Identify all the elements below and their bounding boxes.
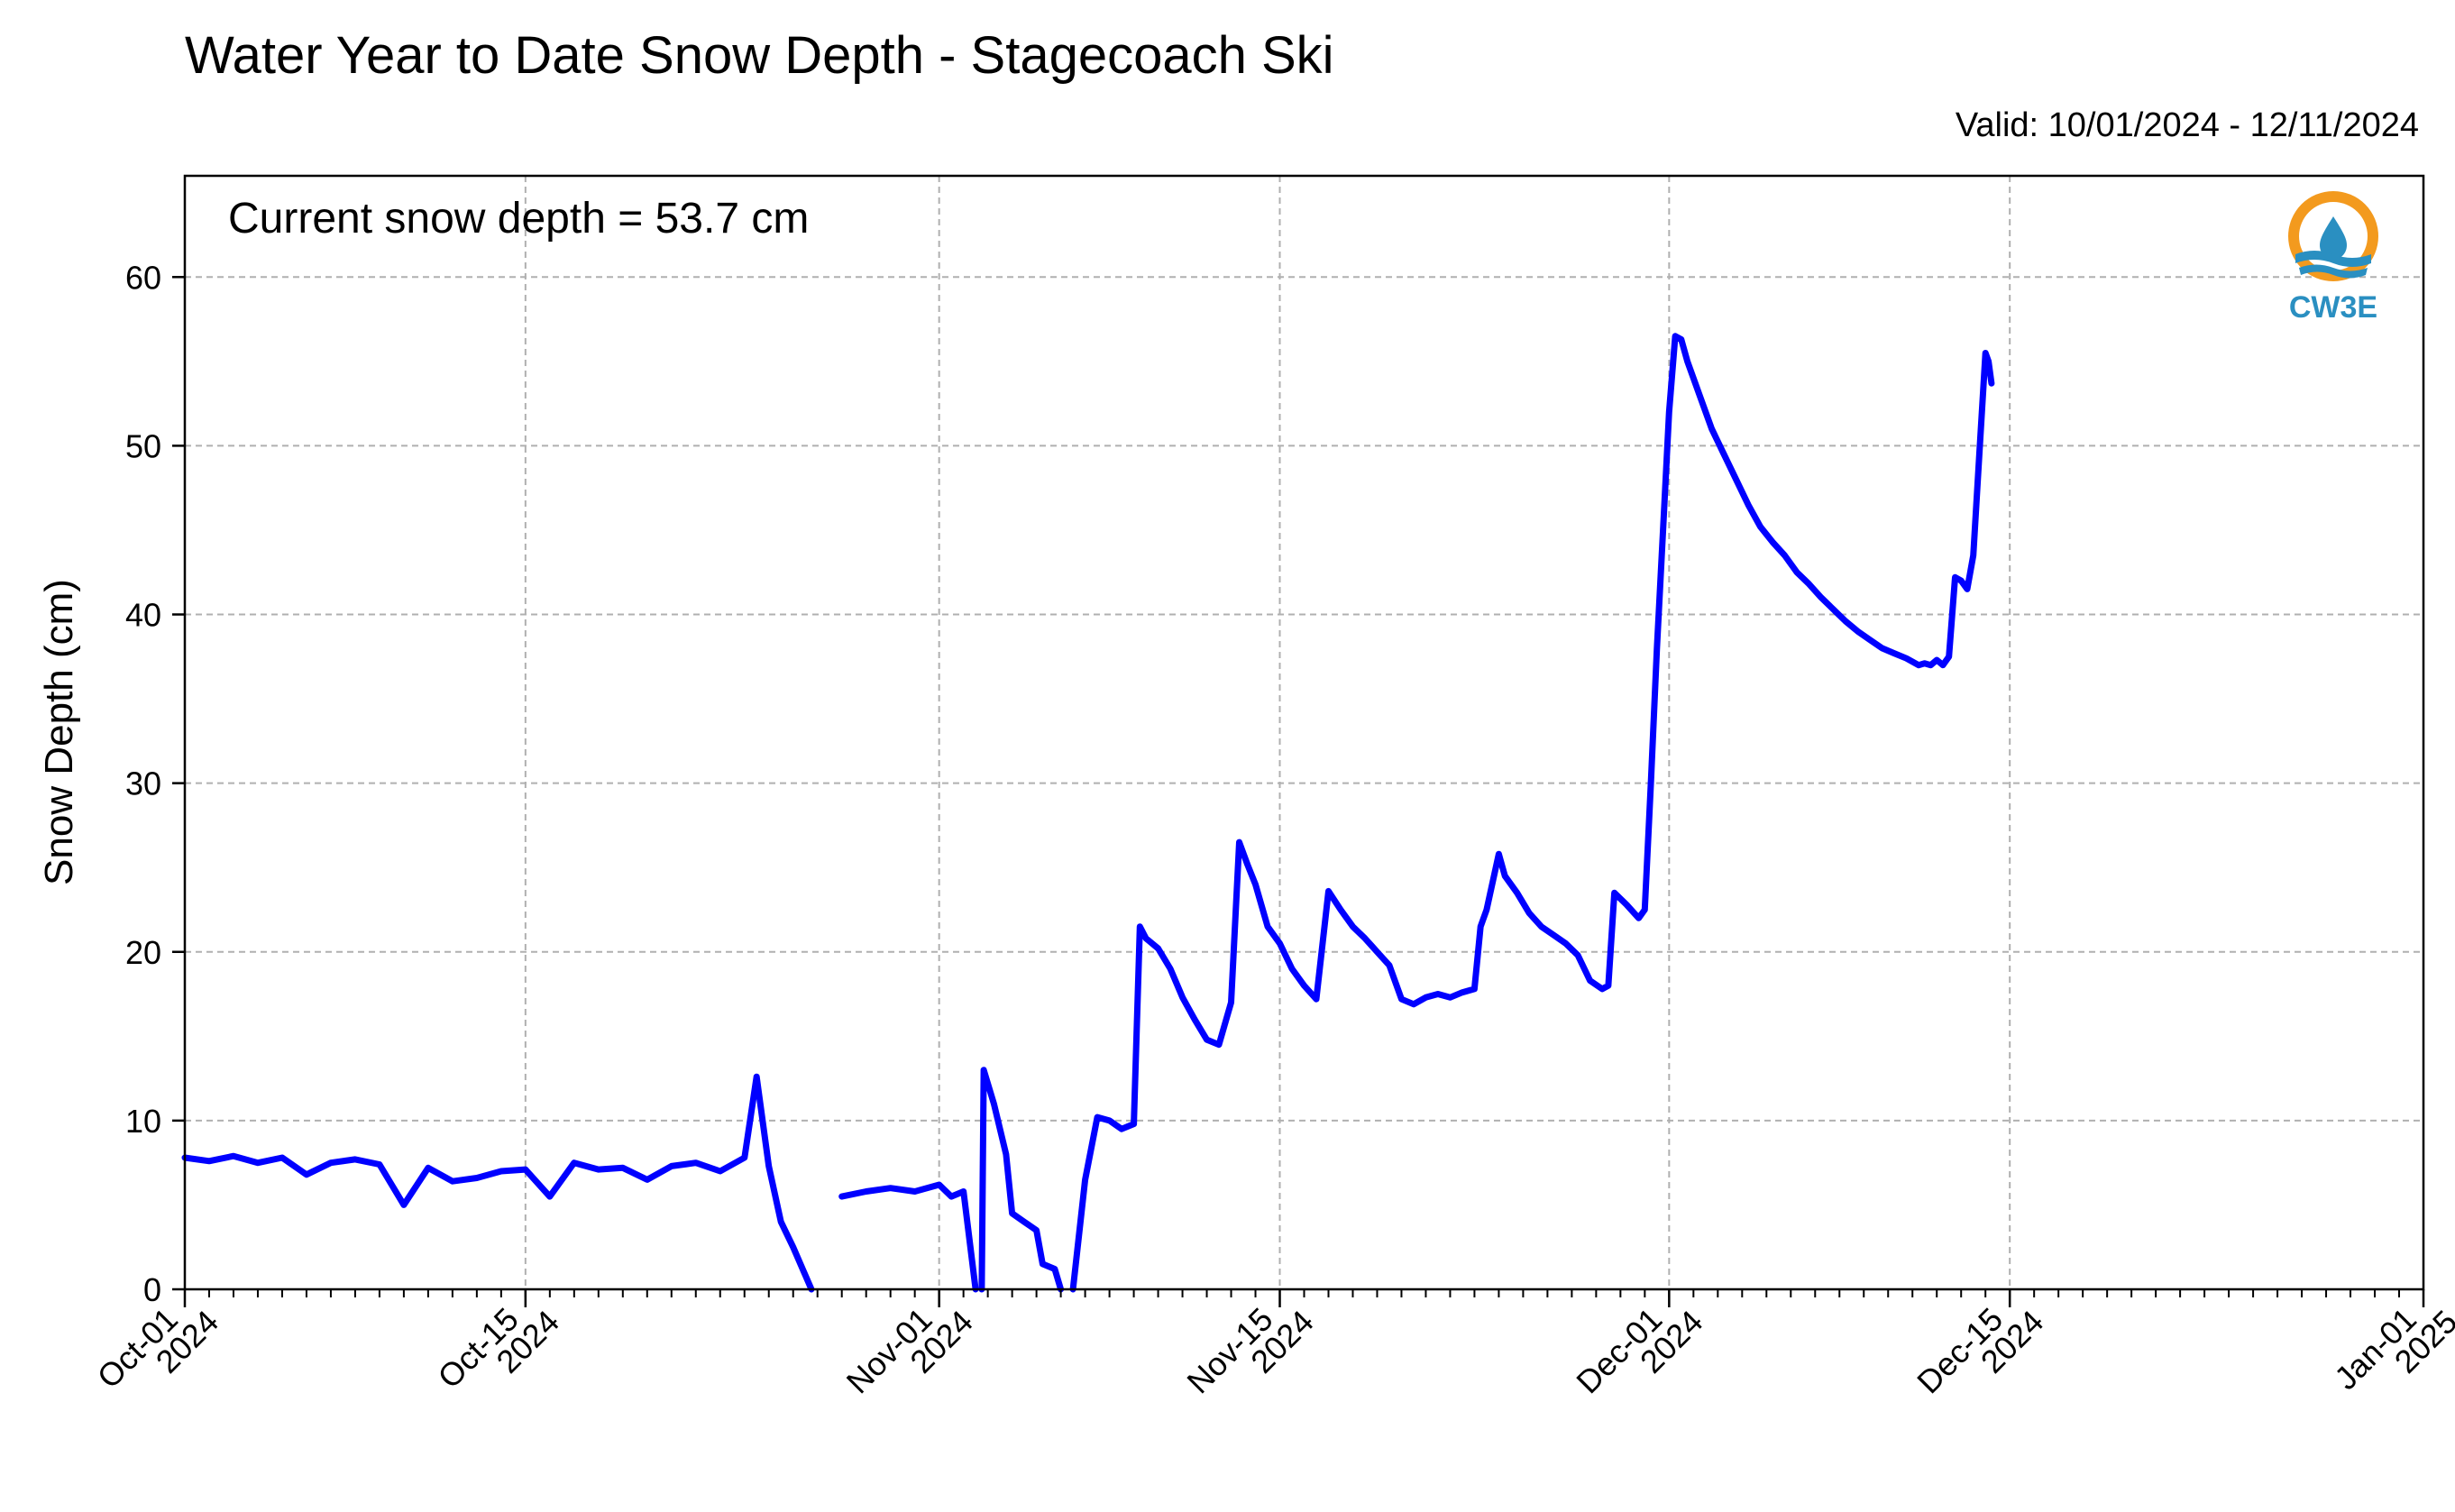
chart-title: Water Year to Date Snow Depth - Stagecoa… — [185, 26, 1334, 85]
y-tick-label: 40 — [125, 597, 161, 634]
snow-depth-line — [181, 1073, 815, 1293]
snow-depth-line — [838, 1181, 979, 1293]
axis-ticks — [172, 276, 2425, 1307]
logo-text: CW3E — [2289, 290, 2377, 325]
current-depth-annotation: Current snow depth = 53.7 cm — [228, 195, 809, 243]
grid-lines — [185, 176, 2423, 1289]
y-tick-label: 50 — [125, 427, 161, 464]
y-axis-label: Snow Depth (cm) — [37, 579, 81, 885]
logo-water-drop-icon — [2320, 216, 2347, 260]
y-tick-label: 60 — [125, 259, 161, 296]
snow-depth-line — [978, 1067, 1065, 1293]
valid-date-range: Valid: 10/01/2024 - 12/11/2024 — [1955, 106, 2419, 144]
cw3e-logo: CW3E — [2288, 191, 2378, 325]
y-tick-label: 0 — [143, 1271, 161, 1308]
y-tick-label: 30 — [125, 765, 161, 802]
data-series — [181, 333, 1995, 1293]
plot-frame — [183, 174, 2425, 1291]
snow-depth-line — [1069, 333, 1995, 1293]
y-tick-label: 20 — [125, 934, 161, 971]
y-tick-label: 10 — [125, 1103, 161, 1140]
